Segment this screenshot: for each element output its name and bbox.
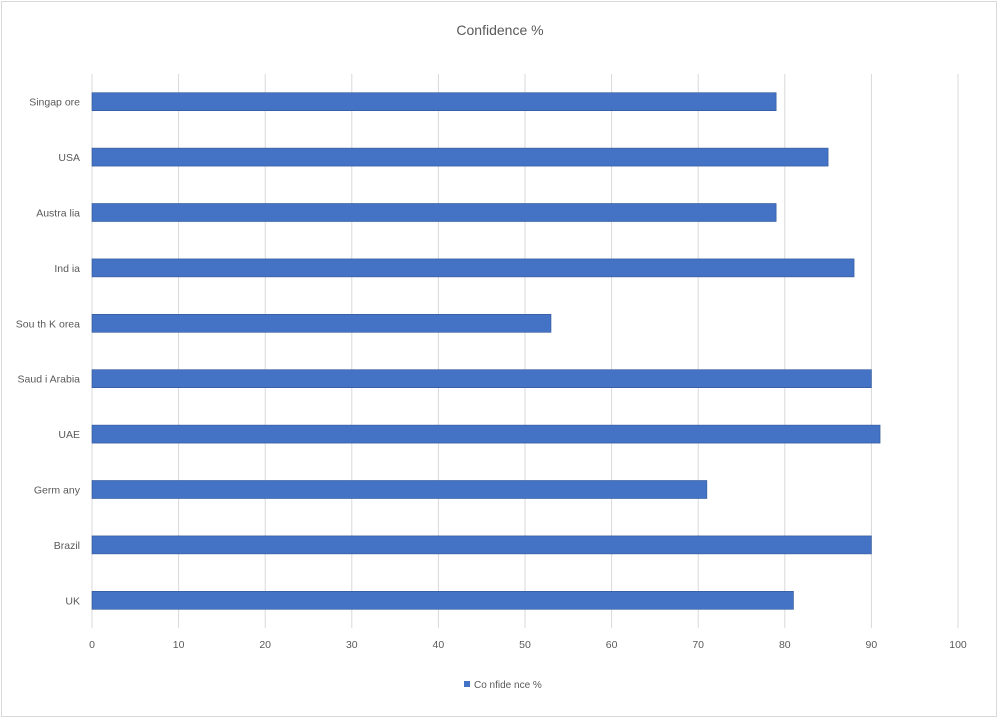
- category-label: Germ any: [34, 485, 81, 497]
- category-label: Singap ore: [29, 97, 80, 109]
- x-tick-label: 50: [519, 639, 531, 651]
- bar: [91, 203, 777, 222]
- legend: Co nfide nce %: [464, 680, 542, 691]
- category-label: Saud i Arabia: [18, 374, 81, 386]
- bar: [91, 480, 708, 499]
- legend-swatch: [464, 681, 470, 687]
- bar: [91, 424, 881, 444]
- x-tick-label: 20: [259, 639, 271, 651]
- x-tick-label: 0: [89, 639, 95, 651]
- chart-title: Confidence %: [456, 22, 543, 38]
- x-tick-labels: 0 10 20 30 40 50 60 70 80 90 100: [89, 639, 967, 651]
- x-tick-label: 100: [949, 639, 967, 651]
- category-label: Sou th K orea: [16, 318, 80, 330]
- bar: [91, 369, 872, 389]
- bar: [91, 258, 855, 278]
- category-label: UK: [65, 595, 80, 607]
- bar: [91, 535, 872, 555]
- x-tick-label: 60: [606, 639, 618, 651]
- category-label: Austra lia: [36, 208, 80, 220]
- bar: [91, 313, 552, 333]
- bar: [91, 92, 777, 111]
- bar: [91, 147, 829, 167]
- x-tick-label: 70: [692, 639, 704, 651]
- x-tick-label: 40: [433, 639, 445, 651]
- x-tick-label: 90: [866, 639, 878, 651]
- category-label: USA: [58, 152, 80, 164]
- x-tick-label: 10: [173, 639, 185, 651]
- bar: [91, 590, 794, 610]
- bars: [91, 92, 881, 610]
- legend-label: Co nfide nce %: [474, 680, 542, 691]
- category-label: Brazil: [54, 540, 80, 552]
- x-tick-label: 80: [779, 639, 791, 651]
- category-label: UAE: [58, 429, 80, 441]
- category-label: Ind ia: [54, 263, 80, 275]
- category-labels: Singap ore USA Austra lia Ind ia Sou th K or…: [16, 97, 81, 608]
- x-tick-label: 30: [346, 639, 358, 651]
